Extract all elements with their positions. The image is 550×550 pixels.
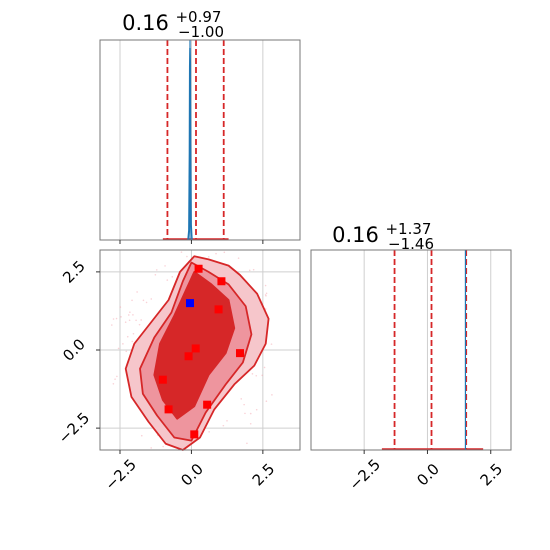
marginal-y-tick-label: −2.5 [346,455,384,493]
joint-truth-marker [186,299,194,308]
marginal-x-title-lower: −1.00 [178,23,224,41]
marginal-y-title-lower: −1.46 [388,235,434,253]
joint-sample-point [207,255,210,258]
marginal-y-tick-label: 0.0 [413,460,443,490]
joint-sample-marker [217,277,226,286]
joint-sample-point [120,316,122,318]
joint-sample-point [117,347,120,350]
joint-sample-point [154,274,157,276]
joint-sample-point [126,335,129,338]
joint-sample-point [270,343,273,345]
joint-sample-point [125,350,128,353]
marginal-x-background [100,40,300,240]
joint-sample-marker [184,352,193,361]
joint-sample-point [264,284,267,287]
joint-sample-point [265,292,268,295]
marginal-y-title-value: 0.16 [332,223,379,247]
joint-sample-point [208,431,210,433]
joint-sample-point [131,299,133,302]
marginal-x-frame [99,39,301,241]
joint-sample-point [246,442,248,445]
joint-sample-point [132,314,134,316]
marginal-y-panel: 0.16 +1.37 −1.46 −2.5 0.0 2.5 [310,219,512,494]
joint-sample-point [135,319,137,322]
joint-sample-point [124,321,127,324]
joint-sample-point [186,255,188,258]
joint-sample-point [122,343,124,345]
joint-sample-marker [164,405,173,414]
joint-sample-point [171,276,174,278]
joint-sample-point [261,374,263,377]
joint-sample-marker [191,344,200,353]
joint-sample-point [127,314,130,316]
joint-y-tick-label: 0.0 [59,335,89,365]
joint-sample-point [111,324,113,326]
joint-sample-point [226,419,228,422]
marginal-y-background [311,250,511,450]
joint-x-tick-label: 0.0 [177,460,207,490]
joint-sample-point [115,317,118,320]
joint-sample-point [222,424,225,427]
joint-sample-point [263,366,266,369]
joint-sample-marker [158,375,167,384]
joint-sample-marker [190,430,199,439]
marginal-x-title: 0.16 +0.97 −1.00 [122,7,226,41]
joint-sample-point [112,383,115,385]
joint-sample-point [271,394,273,396]
joint-sample-point [162,445,164,448]
marginal-x-panel: 0.16 +0.97 −1.00 [99,7,301,244]
joint-sample-point [112,318,115,320]
joint-sample-point [128,319,131,322]
joint-sample-point [252,268,255,271]
joint-sample-point [215,252,217,255]
joint-sample-point [180,251,183,253]
joint-sample-point [223,251,226,254]
joint-sample-point [243,403,245,406]
joint-sample-point [166,279,169,281]
joint-sample-point [237,257,240,259]
joint-sample-point [164,265,166,267]
marginal-y-frame [310,249,512,451]
joint-x-tick-label: −2.5 [101,455,139,493]
joint-sample-marker [214,305,223,314]
joint-sample-point [136,291,138,293]
joint-sample-marker [194,264,203,273]
joint-sample-point [255,374,258,377]
joint-sample-point [129,311,131,314]
joint-sample-point [132,332,135,335]
joint-sample-point [131,340,134,343]
joint-sample-point [255,408,258,411]
joint-sample-marker [236,349,244,358]
joint-sample-point [265,294,267,297]
joint-sample-point [251,373,254,375]
joint-sample-point [244,412,246,415]
joint-sample-point [150,447,152,449]
joint-sample-point [265,400,268,403]
joint-sample-point [140,319,142,321]
joint-sample-point [116,375,118,378]
marginal-x-title-value: 0.16 [122,11,169,35]
joint-sample-point [240,398,243,400]
marginal-y-title: 0.16 +1.37 −1.46 [332,219,436,253]
joint-y-tick-label: −2.5 [55,409,93,447]
joint-sample-point [145,301,148,304]
joint-sample-point [150,298,153,300]
marginal-y-tick-label: 2.5 [477,460,507,490]
joint-sample-point [249,422,252,425]
joint-sample-point [155,269,158,271]
joint-sample-point [114,378,116,380]
joint-sample-point [248,269,251,272]
joint-sample-point [249,412,252,415]
joint-sample-point [119,306,122,308]
joint-sample-point [140,434,143,437]
joint-contour-panel: −2.5−2.5 0.0 0.0 2.5 2.5 [55,249,301,494]
joint-sample-point [142,299,145,302]
joint-y-tick-label: 2.5 [59,257,89,287]
joint-sample-point [138,323,141,326]
joint-sample-marker [203,400,212,409]
marginal-y-title-upper: +1.37 [385,220,431,238]
joint-x-tick-label: 2.5 [249,460,279,490]
marginal-x-title-upper: +0.97 [175,8,221,26]
